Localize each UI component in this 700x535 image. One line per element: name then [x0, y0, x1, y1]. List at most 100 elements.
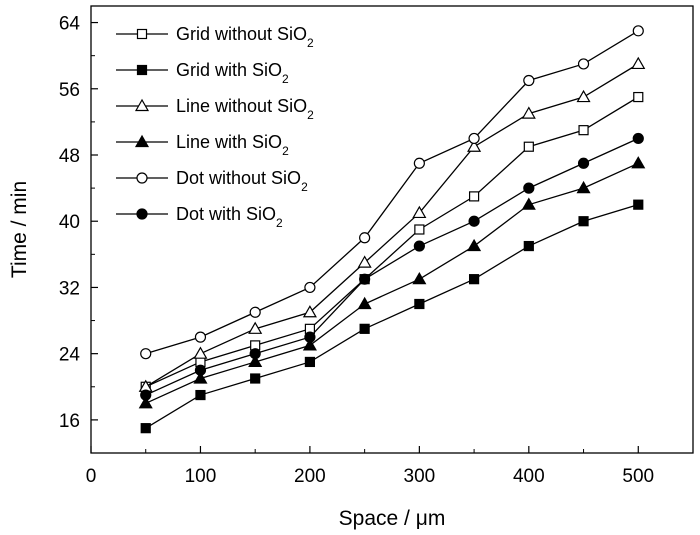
legend-label: Dot without SiO2: [176, 168, 308, 194]
data-point: [357, 296, 372, 310]
data-point: [194, 364, 207, 376]
x-tick-label: 300: [404, 466, 436, 487]
data-point: [468, 132, 480, 145]
legend-item-2: Grid with SiO2: [116, 60, 289, 86]
legend-marker: [134, 134, 150, 148]
y-tick-label: 56: [59, 80, 80, 101]
data-point: [412, 205, 427, 219]
plot-frame: [90, 5, 694, 454]
series-1: [140, 91, 644, 392]
data-point: [412, 271, 427, 285]
data-point: [248, 321, 263, 334]
series-line: [145, 30, 639, 355]
plot-area: [138, 25, 646, 434]
x-tick-label: 500: [622, 466, 654, 487]
data-point: [578, 216, 589, 227]
data-point: [631, 156, 646, 169]
series-6: [140, 132, 644, 401]
y-tick-label: 16: [59, 411, 80, 432]
series-line: [145, 137, 639, 396]
series-line: [145, 162, 639, 404]
series-3: [138, 56, 646, 392]
legend-item-3: Line without SiO2: [116, 96, 314, 122]
data-point: [359, 232, 371, 244]
data-point: [302, 305, 317, 318]
data-point: [633, 199, 644, 210]
data-point: [138, 396, 153, 409]
legend-label-main: Line with SiO: [176, 132, 282, 152]
legend-label-subscript: 2: [301, 180, 308, 194]
data-point: [249, 306, 261, 318]
x-tick-label: 0: [86, 466, 97, 487]
data-point: [195, 389, 206, 401]
legend-marker: [136, 64, 148, 76]
data-point: [521, 197, 536, 210]
data-point: [468, 215, 480, 227]
data-point: [302, 338, 317, 351]
legend-label-subscript: 2: [307, 36, 314, 50]
legend-label-main: Line without SiO: [176, 96, 307, 116]
x-tick-label: 200: [294, 466, 326, 487]
data-point: [632, 132, 644, 145]
x-tick-label: 400: [513, 466, 545, 487]
data-point: [521, 106, 536, 119]
y-tick-label: 40: [59, 212, 80, 233]
legend-item-4: Line with SiO2: [116, 132, 289, 158]
data-point: [468, 191, 480, 202]
legend-label-subscript: 2: [276, 216, 283, 230]
data-point: [304, 281, 316, 294]
legend-label-main: Grid with SiO: [176, 60, 282, 80]
data-point: [194, 331, 207, 343]
data-point: [467, 238, 482, 252]
legend-marker: [136, 208, 148, 220]
legend-label: Line without SiO2: [176, 96, 314, 122]
data-point: [523, 141, 534, 152]
legend-item-6: Dot with SiO2: [116, 204, 283, 230]
y-tick-label: 24: [59, 345, 81, 366]
data-point: [632, 25, 644, 37]
data-point: [140, 348, 152, 360]
legend-marker: [136, 172, 148, 184]
data-point: [633, 91, 644, 103]
legend-label-main: Dot without SiO: [176, 168, 301, 188]
x-tick-label: 100: [185, 466, 217, 487]
data-point: [414, 224, 425, 235]
data-point: [576, 180, 591, 194]
data-point: [140, 389, 152, 401]
legend-item-5: Dot without SiO2: [116, 168, 308, 194]
data-point: [523, 182, 535, 194]
data-point: [304, 356, 316, 368]
data-point: [577, 157, 590, 169]
data-point: [249, 348, 261, 360]
data-point: [468, 274, 480, 285]
x-axis-title: Space / μm: [339, 507, 446, 530]
legend-label: Grid without SiO2: [176, 24, 314, 50]
legend-marker: [134, 98, 150, 112]
data-point: [304, 331, 316, 343]
data-point: [359, 323, 370, 334]
series-5: [140, 25, 644, 360]
legend-label-subscript: 2: [307, 108, 314, 122]
data-point: [357, 255, 372, 268]
legend-item-1: Grid without SiO2: [116, 24, 314, 50]
axes: 0 100 200 300 400 500 16 24 32 40 48 56 64: [59, 5, 694, 487]
series-4: [138, 156, 646, 409]
legend-marker: [136, 28, 148, 40]
series-2: [140, 199, 644, 434]
y-tick-label: 48: [59, 146, 80, 167]
y-tick-label: 32: [59, 278, 80, 299]
data-point: [577, 58, 590, 70]
y-axis-title: Time / min: [8, 181, 31, 278]
legend-label: Grid with SiO2: [176, 60, 289, 86]
data-point: [523, 240, 534, 252]
data-point: [248, 354, 263, 368]
series-line: [145, 96, 639, 388]
data-point: [414, 298, 425, 310]
data-point: [193, 371, 208, 384]
data-point: [359, 273, 371, 285]
data-point: [576, 89, 591, 103]
legend-label: Dot with SiO2: [176, 204, 283, 230]
legend-label-main: Dot with SiO: [176, 204, 276, 224]
